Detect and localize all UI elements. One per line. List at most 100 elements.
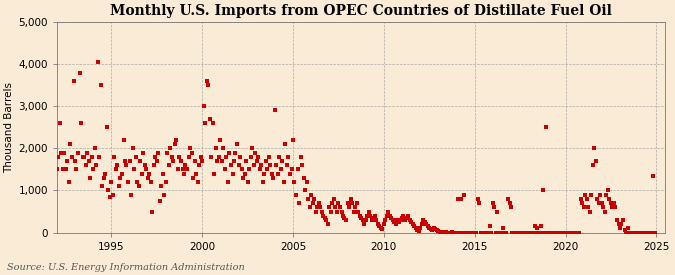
Point: [248, 163, 259, 167]
Point: [429, 226, 439, 230]
Point: [325, 209, 336, 214]
Point: [180, 163, 191, 167]
Point: [291, 192, 302, 197]
Point: [267, 171, 277, 176]
Point: [117, 171, 128, 176]
Point: [280, 142, 291, 146]
Point: [283, 155, 294, 159]
Point: [501, 230, 512, 235]
Point: [522, 230, 533, 235]
Point: [410, 226, 421, 230]
Point: [192, 180, 203, 184]
Point: [162, 150, 173, 155]
Point: [80, 163, 91, 167]
Point: [350, 205, 360, 210]
Point: [113, 184, 124, 188]
Point: [569, 230, 580, 235]
Point: [159, 192, 170, 197]
Point: [616, 222, 627, 226]
Point: [475, 230, 486, 235]
Point: [377, 227, 388, 231]
Point: [79, 155, 90, 159]
Point: [443, 230, 454, 235]
Point: [109, 155, 120, 159]
Point: [541, 125, 551, 130]
Point: [367, 218, 377, 222]
Point: [239, 171, 250, 176]
Point: [424, 226, 435, 230]
Point: [383, 209, 394, 214]
Point: [121, 163, 132, 167]
Point: [474, 201, 485, 205]
Point: [542, 230, 553, 235]
Point: [312, 205, 323, 210]
Point: [574, 230, 585, 235]
Point: [161, 180, 171, 184]
Point: [194, 163, 205, 167]
Point: [84, 176, 95, 180]
Point: [321, 218, 331, 222]
Point: [375, 226, 386, 230]
Point: [182, 167, 192, 172]
Point: [173, 167, 184, 172]
Point: [241, 159, 252, 163]
Point: [268, 176, 279, 180]
Point: [100, 171, 111, 176]
Point: [395, 218, 406, 222]
Point: [530, 224, 541, 229]
Point: [279, 180, 290, 184]
Point: [157, 171, 168, 176]
Text: Source: U.S. Energy Information Administration: Source: U.S. Energy Information Administ…: [7, 263, 244, 272]
Point: [368, 216, 379, 220]
Point: [572, 230, 583, 235]
Point: [65, 142, 76, 146]
Point: [645, 230, 656, 235]
Point: [132, 180, 142, 184]
Point: [224, 150, 235, 155]
Point: [174, 155, 185, 159]
Point: [95, 83, 106, 87]
Point: [77, 155, 88, 159]
Point: [229, 159, 240, 163]
Point: [360, 218, 371, 222]
Point: [130, 155, 141, 159]
Point: [324, 205, 335, 210]
Point: [68, 79, 79, 83]
Point: [454, 230, 465, 235]
Point: [185, 146, 196, 151]
Point: [570, 230, 581, 235]
Point: [466, 230, 477, 235]
Point: [232, 142, 242, 146]
Point: [648, 174, 659, 178]
Point: [259, 171, 270, 176]
Point: [105, 195, 115, 199]
Point: [145, 180, 156, 184]
Point: [535, 230, 545, 235]
Point: [591, 159, 601, 163]
Point: [472, 197, 483, 201]
Point: [394, 220, 404, 224]
Point: [124, 159, 135, 163]
Point: [610, 205, 621, 210]
Point: [269, 108, 280, 113]
Point: [612, 218, 622, 222]
Point: [615, 226, 626, 230]
Point: [418, 218, 429, 222]
Point: [169, 142, 180, 146]
Point: [647, 230, 657, 235]
Point: [459, 192, 470, 197]
Point: [407, 222, 418, 226]
Point: [135, 159, 146, 163]
Point: [406, 220, 416, 224]
Point: [142, 176, 153, 180]
Point: [206, 155, 217, 159]
Point: [512, 230, 522, 235]
Point: [213, 155, 224, 159]
Point: [416, 222, 427, 226]
Point: [618, 218, 628, 222]
Point: [335, 205, 346, 210]
Point: [634, 230, 645, 235]
Point: [486, 230, 497, 235]
Point: [495, 230, 506, 235]
Point: [400, 218, 410, 222]
